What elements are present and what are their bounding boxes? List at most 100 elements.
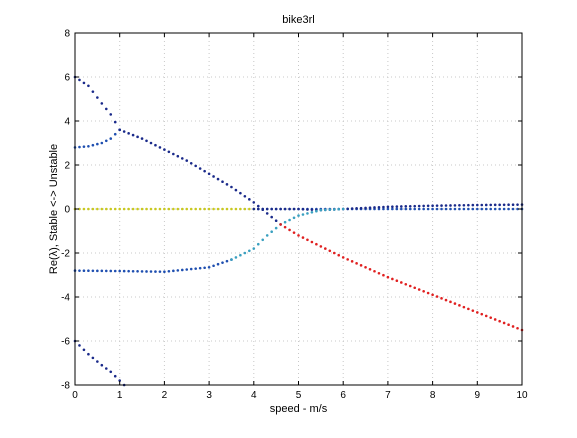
- data-point: [149, 141, 153, 145]
- data-point: [82, 348, 86, 352]
- data-point: [216, 177, 220, 181]
- data-point: [274, 207, 278, 211]
- data-point: [364, 266, 367, 269]
- data-point: [261, 207, 265, 211]
- data-point: [265, 207, 269, 211]
- y-axis-title: Re(λ), Stable <-> Unstable: [48, 144, 60, 274]
- data-point: [113, 132, 117, 136]
- data-point: [145, 270, 148, 273]
- data-point: [180, 207, 184, 211]
- data-point: [297, 234, 300, 237]
- y-tick-label: 2: [64, 161, 70, 172]
- series: [230, 207, 345, 261]
- data-point: [113, 207, 117, 211]
- data-point: [122, 130, 126, 133]
- data-point: [252, 247, 256, 250]
- data-point: [440, 207, 443, 211]
- y-tick-label: -6: [61, 337, 70, 348]
- data-point: [91, 269, 95, 273]
- data-point: [435, 207, 439, 211]
- data-point: [426, 204, 430, 208]
- data-point: [230, 185, 233, 189]
- data-point: [189, 267, 193, 271]
- data-point: [283, 225, 287, 229]
- series: [73, 339, 126, 387]
- data-point: [207, 207, 211, 211]
- data-point: [480, 312, 484, 316]
- data-point: [467, 307, 470, 311]
- data-point: [315, 242, 318, 246]
- data-point: [113, 269, 117, 273]
- data-point: [324, 208, 327, 212]
- data-point: [337, 207, 341, 211]
- data-point: [82, 269, 86, 272]
- data-point: [154, 207, 157, 211]
- data-point: [118, 128, 121, 132]
- data-point: [118, 379, 121, 382]
- data-point: [104, 107, 108, 111]
- data-point: [350, 207, 354, 210]
- data-point: [216, 207, 220, 211]
- data-point: [301, 207, 305, 211]
- data-point: [221, 207, 224, 211]
- data-point: [163, 207, 166, 211]
- data-point: [359, 206, 363, 210]
- data-point: [493, 207, 497, 211]
- data-point: [453, 204, 457, 207]
- data-point: [328, 208, 332, 211]
- data-point: [444, 298, 448, 302]
- data-point: [109, 207, 113, 211]
- data-point: [154, 270, 157, 273]
- data-point: [431, 207, 434, 211]
- data-point: [310, 240, 314, 244]
- data-point: [239, 207, 242, 211]
- data-point: [449, 204, 452, 207]
- data-point: [270, 215, 273, 219]
- data-point: [431, 293, 434, 297]
- data-point: [435, 295, 439, 298]
- data-point: [493, 203, 497, 207]
- data-point: [252, 201, 256, 204]
- y-tick-label: -8: [61, 381, 70, 392]
- data-point: [350, 260, 354, 263]
- data-point: [225, 183, 229, 186]
- data-point: [306, 212, 309, 215]
- data-point: [467, 203, 470, 207]
- data-point: [462, 207, 466, 211]
- axis-ticks: 0 1 2 3 4 5 6 7 8 9 10 -8 -6 -4 -2 0 2 4 6 8: [61, 29, 528, 402]
- series: [118, 128, 282, 226]
- series: [279, 223, 524, 332]
- data-point: [332, 251, 336, 255]
- data-point: [279, 207, 282, 211]
- data-point: [248, 198, 251, 201]
- data-point: [248, 249, 251, 253]
- y-tick-label: 8: [64, 29, 70, 40]
- data-point: [256, 204, 260, 208]
- data-point: [404, 207, 408, 211]
- data-point: [78, 78, 81, 82]
- data-point: [87, 145, 90, 148]
- data-point: [176, 154, 180, 158]
- data-point: [230, 207, 233, 211]
- data-point: [78, 344, 81, 347]
- data-point: [422, 207, 425, 211]
- data-point: [96, 96, 99, 99]
- data-point: [417, 204, 421, 208]
- data-point: [373, 206, 376, 209]
- data-point: [337, 253, 341, 257]
- data-point: [288, 228, 291, 232]
- data-point: [91, 90, 95, 93]
- data-point: [319, 208, 323, 212]
- y-tick-label: -4: [61, 293, 70, 304]
- x-tick-label: 10: [516, 390, 528, 401]
- data-point: [301, 213, 305, 216]
- data-point: [422, 289, 425, 293]
- data-point: [265, 234, 269, 237]
- data-point: [346, 207, 349, 211]
- data-point: [109, 370, 113, 374]
- data-point: [391, 205, 394, 208]
- data-point: [444, 207, 448, 211]
- data-point: [440, 204, 443, 207]
- data-point: [216, 262, 220, 266]
- data-point: [279, 223, 282, 226]
